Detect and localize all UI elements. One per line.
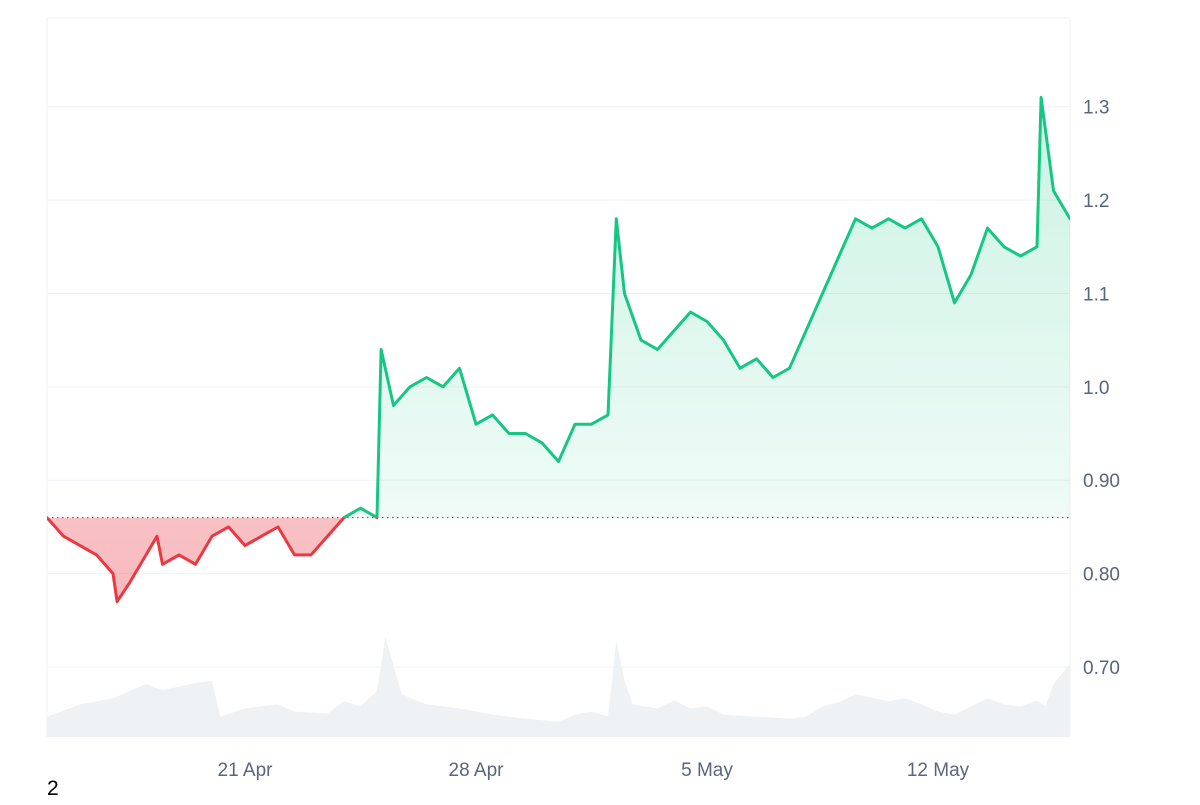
price-line[interactable]: [47, 95, 1070, 604]
price-area-down: [47, 517, 1070, 602]
volume-area: [47, 637, 1070, 737]
y-tick-label: 0.80: [1083, 565, 1120, 586]
volume-series: [47, 637, 1070, 737]
price-line-up: [47, 95, 1070, 518]
price-area-up: [344, 97, 1070, 518]
x-tick-label: 5 May: [681, 760, 733, 781]
x-tick-label: 21 Apr: [218, 760, 274, 781]
y-tick-label: 1.1: [1083, 284, 1109, 305]
x-tick-label: 12 May: [907, 760, 970, 781]
x-tick-label: 28 Apr: [449, 760, 505, 781]
price-line-down: [47, 517, 379, 604]
y-tick-label: 1.0: [1083, 378, 1109, 399]
y-axis: 1.3 1.2 1.1 1.0 0.90 0.80 0.70: [1083, 98, 1120, 679]
y-tick-label: 1.2: [1083, 191, 1109, 212]
y-tick-label: 0.90: [1083, 471, 1120, 492]
footer-label: 2: [47, 777, 59, 800]
y-tick-label: 0.70: [1083, 658, 1120, 679]
x-axis: 21 Apr 28 Apr 5 May 12 May: [218, 760, 970, 781]
y-tick-label: 1.3: [1083, 98, 1109, 119]
price-area: [47, 97, 1070, 602]
